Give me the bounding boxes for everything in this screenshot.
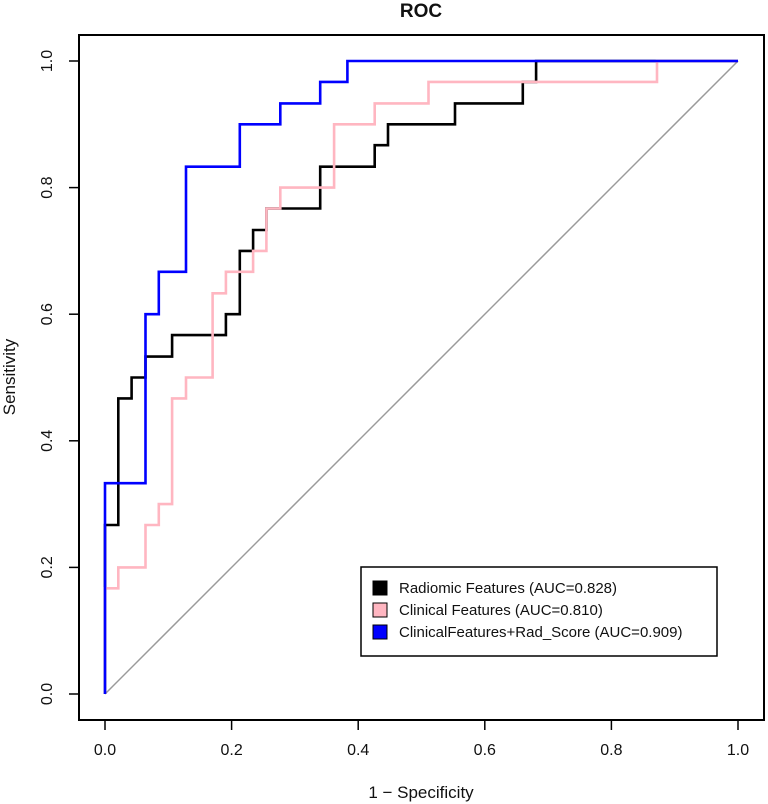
y-axis: 0.0 0.2 0.4 0.6 0.8 1.0 bbox=[39, 50, 80, 705]
x-axis-label: 1 − Specificity bbox=[368, 783, 474, 802]
y-tick-label: 0.6 bbox=[39, 303, 56, 325]
y-tick-label: 0.2 bbox=[39, 556, 56, 578]
legend-entry-label: Clinical Features (AUC=0.810) bbox=[399, 602, 603, 619]
combined-features-curve bbox=[103, 59, 738, 694]
plot-series bbox=[103, 59, 739, 695]
x-tick-label: 0.6 bbox=[474, 742, 496, 759]
y-tick-label: 0.4 bbox=[39, 430, 56, 452]
legend-entry-label: ClinicalFeatures+Rad_Score (AUC=0.909) bbox=[399, 624, 682, 641]
clinical-features-curve bbox=[103, 59, 738, 694]
legend-swatch bbox=[372, 602, 388, 618]
radiomic-features-curve bbox=[103, 59, 738, 694]
y-tick-label: 0.0 bbox=[39, 683, 56, 705]
legend-swatch bbox=[372, 580, 388, 596]
x-tick-label: 0.8 bbox=[600, 742, 622, 759]
chart-title: ROC bbox=[400, 1, 443, 22]
y-tick-label: 1.0 bbox=[39, 50, 56, 72]
y-tick-label: 0.8 bbox=[39, 176, 56, 198]
legend-box bbox=[360, 566, 718, 657]
x-tick-label: 0.4 bbox=[347, 742, 369, 759]
legend-entry-label: Radiomic Features (AUC=0.828) bbox=[399, 580, 617, 597]
y-axis-label: Sensitivity bbox=[0, 338, 19, 415]
x-tick-label: 1.0 bbox=[727, 742, 749, 759]
diagonal-reference-line bbox=[104, 60, 739, 695]
legend: Radiomic Features (AUC=0.828) Clinical Fe… bbox=[360, 566, 718, 657]
x-axis: 0.0 0.2 0.4 0.6 0.8 1.0 bbox=[94, 719, 749, 759]
x-tick-label: 0.0 bbox=[94, 742, 116, 759]
x-tick-label: 0.2 bbox=[220, 742, 242, 759]
legend-swatch bbox=[372, 624, 388, 640]
